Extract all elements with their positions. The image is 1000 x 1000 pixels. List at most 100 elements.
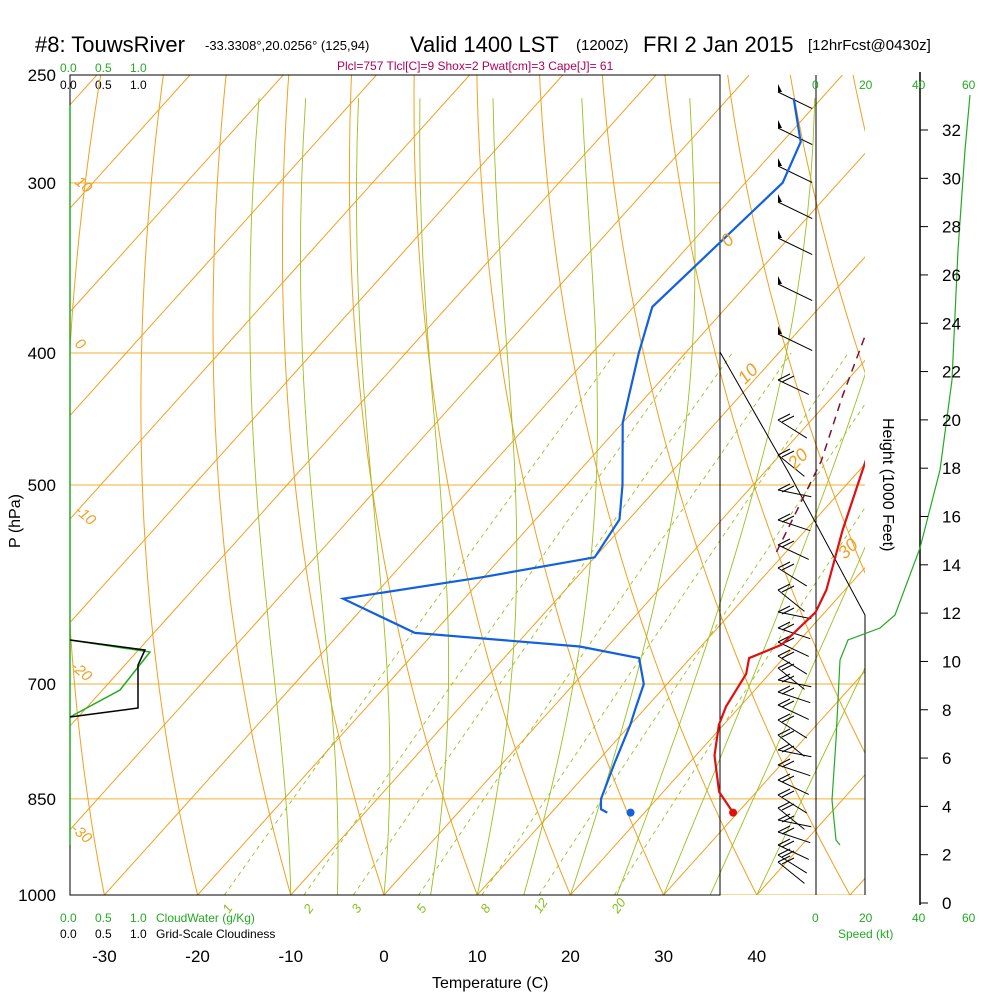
wind-barb-staff [777, 667, 805, 690]
top-black-2: 1.0 [130, 78, 147, 92]
wind-barb-feather [781, 827, 795, 835]
height-tick-label: 4 [942, 797, 951, 816]
pressure-tick-label: 850 [28, 790, 56, 809]
mixing-ratio-lines [224, 352, 865, 895]
pressure-tick-label: 300 [28, 174, 56, 193]
bottom-black-2: 1.0 [130, 927, 147, 941]
cloudiness-label: Grid-Scale Cloudiness [156, 927, 275, 941]
mixing-ratio-line [538, 403, 865, 895]
bottom-green-0: 0.0 [60, 911, 77, 925]
wind-barb-feather [781, 687, 795, 695]
wind-barb-staff [777, 719, 808, 739]
wind-barb-feather [777, 713, 791, 721]
wind-barb-feather [781, 485, 795, 493]
wind-barb-feather [777, 743, 791, 751]
wind-barb-feather [777, 513, 791, 521]
wind-barb-staff [777, 807, 805, 830]
temperature-ticks: -30 -20 -10 0 10 20 30 40 [92, 947, 766, 966]
mixing-ratio-label: 5 [413, 901, 430, 916]
isotherm-line [70, 75, 750, 831]
wind-panel [719, 72, 971, 905]
speed-bottom-20: 20 [859, 911, 873, 925]
wind-barb-staff [777, 237, 813, 255]
wind-barb-feather [781, 840, 795, 848]
height-tick-label: 14 [942, 556, 961, 575]
dry-adiabat-label: 10 [71, 173, 95, 197]
isotherm-line [383, 359, 865, 895]
wind-barb-feather [781, 607, 795, 615]
wind-barb-pennant [778, 326, 782, 334]
speed-label: Speed (kt) [838, 927, 893, 941]
pressure-ticks: 250 300 400 500 700 850 1000 [18, 66, 56, 905]
wind-barb-staff [777, 844, 809, 860]
top-green-1: 0.5 [95, 61, 112, 75]
dry-adiabat-line [212, 75, 292, 895]
height-tick-label: 8 [942, 701, 951, 720]
pressure-tick-label: 1000 [18, 886, 56, 905]
moist-adiabat-line [709, 546, 865, 895]
surface-dewpoint-point [626, 808, 635, 817]
dry-adiabat-line [789, 75, 865, 374]
mixing-ratio-line [303, 352, 688, 895]
height-tick-label: 22 [942, 363, 961, 382]
valid-time: Valid 1400 LST [410, 32, 559, 57]
wind-barb-staff [777, 419, 808, 439]
speed-bottom-40: 40 [912, 911, 926, 925]
temperature-tick-label: -30 [92, 947, 117, 966]
height-tick-label: 2 [942, 846, 951, 865]
wind-barb-feather [777, 855, 791, 863]
wind-barb-feather [781, 663, 795, 671]
isotherm-line [104, 75, 843, 895]
height-axis-title: Height (1000 Feet) [879, 418, 896, 551]
wind-barb-feather [781, 675, 795, 683]
wind-barb-feather [781, 540, 795, 548]
wind-barb-feather [777, 801, 791, 809]
dry-adiabat-line [727, 75, 865, 574]
wind-barb-staff [777, 91, 813, 109]
wind-barb-feather [781, 715, 795, 723]
wind-barb-feather [777, 825, 791, 833]
height-tick-label: 30 [942, 169, 961, 188]
wind-barb-feather [781, 850, 795, 858]
wind-barb-staff [777, 454, 805, 477]
sounding-series [339, 98, 865, 817]
wind-barb-feather [777, 661, 791, 669]
moist-adiabat-line [249, 98, 292, 895]
dry-adiabat-line [348, 75, 478, 895]
moist-adiabat-line [663, 373, 865, 895]
utc-time: (1200Z) [576, 37, 629, 54]
wind-barb-feather [777, 621, 791, 629]
height-tick-label: 18 [942, 459, 961, 478]
station-coords: -33.3308°,20.0256° (125,94) [205, 38, 369, 53]
wind-barb-feather [777, 605, 791, 613]
moist-adiabat-line [476, 98, 518, 895]
dry-adiabat-line [282, 75, 385, 895]
temperature-tick-label: 40 [747, 947, 766, 966]
chart-header: #8: TouwsRiver -33.3308°,20.0256° (125,9… [35, 32, 931, 73]
moist-adiabat-line [419, 98, 450, 895]
moist-adiabat-line [569, 98, 696, 895]
dry-adiabat-label: -20 [67, 658, 95, 685]
wind-barb-staff [777, 201, 813, 219]
wind-barb-feather [777, 758, 791, 766]
speed-top-0: 0 [812, 78, 819, 92]
dry-adiabat-line [413, 75, 571, 895]
bottom-green-2: 1.0 [130, 911, 147, 925]
dry-adiabat-line [601, 75, 851, 895]
top-black-1: 0.5 [95, 78, 112, 92]
surface-temperature-point [729, 808, 738, 817]
temperature-tick-label: 30 [654, 947, 673, 966]
temperature-tick-label: 0 [379, 947, 388, 966]
wind-barbs [777, 84, 813, 884]
height-tick-label: 24 [942, 314, 961, 333]
wind-barb-staff [777, 544, 809, 560]
wind-barb-pennant [778, 194, 782, 202]
wind-barb-feather [777, 538, 791, 546]
mixing-ratio-line [224, 352, 616, 895]
top-green-2: 1.0 [130, 61, 147, 75]
wind-barb-feather [781, 375, 795, 383]
series-dewpoint-line [339, 98, 802, 814]
wind-barb-staff [777, 127, 813, 145]
isotherm-line [476, 463, 865, 895]
wind-barb-feather [777, 685, 791, 693]
